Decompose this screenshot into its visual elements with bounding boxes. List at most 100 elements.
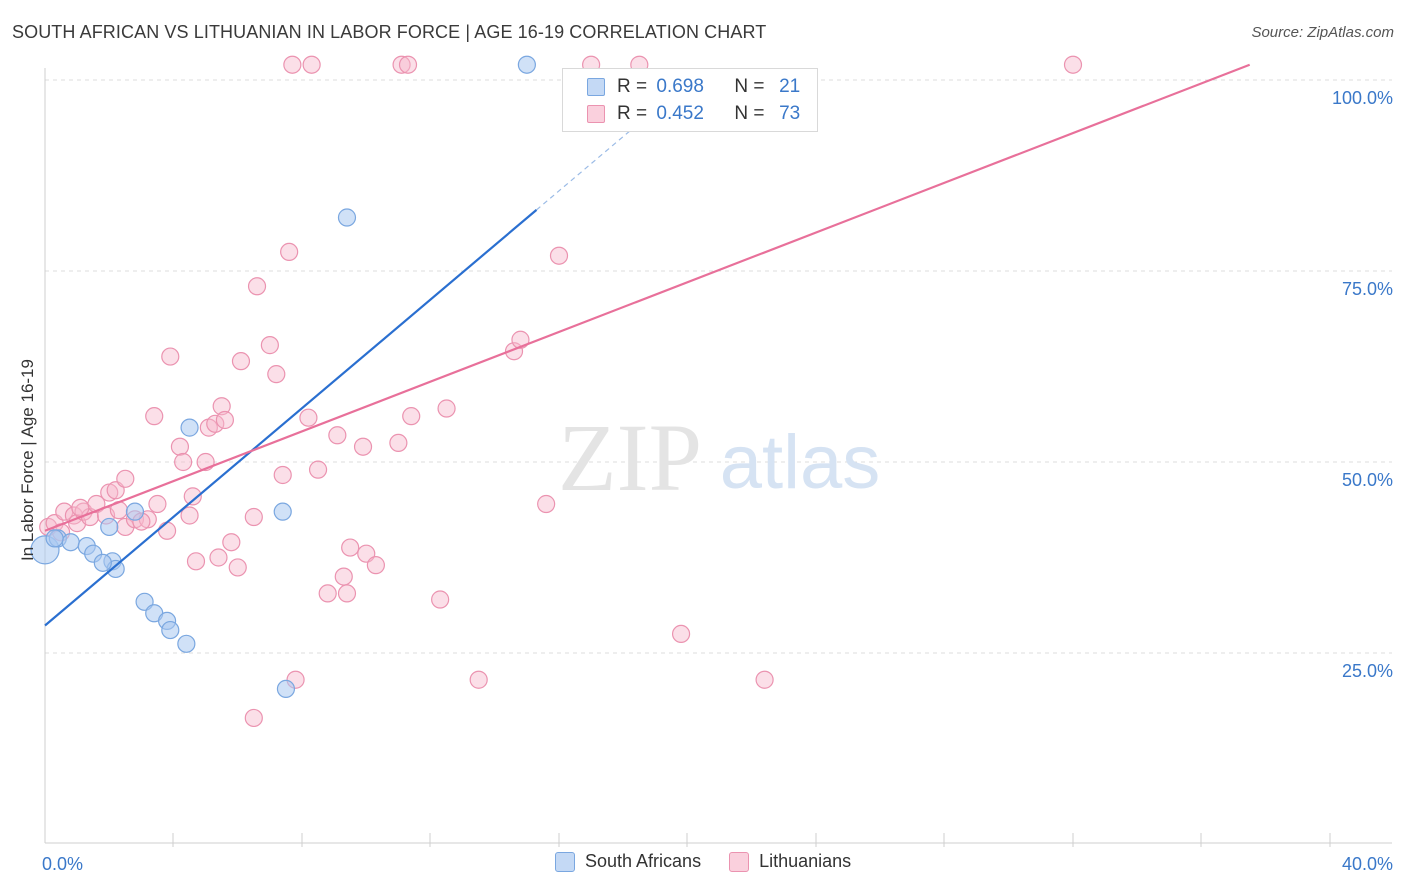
legend-n-value: 21: [779, 76, 801, 97]
lithuanian-point: [267, 365, 286, 384]
lithuanian-point: [402, 407, 421, 426]
lithuanian-point: [341, 538, 360, 557]
lithuanian-point: [283, 55, 302, 74]
correlation-legend: R = 0.698 N = 21 R = 0.452 N = 73: [562, 68, 818, 132]
y-tick-label: 25.0%: [1342, 661, 1393, 681]
lithuanian-point: [337, 584, 357, 603]
lithuanian-point: [183, 487, 202, 506]
axes: [44, 68, 1392, 847]
x-tick-label-min: 0.0%: [42, 854, 83, 874]
trend-lines: [44, 63, 1251, 627]
south-african-point: [180, 418, 199, 437]
lithuanian-point: [328, 426, 347, 445]
legend-label-south-africans: South Africans: [585, 851, 702, 871]
lithuanian-point: [212, 397, 231, 416]
lithuanian-point: [174, 452, 193, 472]
lithuanian-point: [353, 437, 373, 456]
south-african-point: [337, 208, 357, 227]
lithuanian-point: [1063, 55, 1083, 74]
south-african-point: [276, 679, 296, 699]
lithuanian-point: [366, 556, 385, 575]
legend-r-label: R =: [617, 103, 648, 124]
south-african-point: [161, 620, 180, 640]
watermark: ZIP atlas: [558, 404, 880, 511]
y-tick-label: 75.0%: [1342, 279, 1393, 299]
chart-title: SOUTH AFRICAN VS LITHUANIAN IN LABOR FOR…: [12, 22, 767, 42]
lithuanian-point: [389, 433, 408, 452]
lithuanian-point: [302, 55, 321, 74]
lithuanian-point: [299, 408, 318, 427]
y-tick-label: 100.0%: [1332, 88, 1393, 108]
lithuanian-point: [334, 567, 353, 586]
south-african-point: [100, 517, 119, 537]
x-tick-label-max: 40.0%: [1342, 854, 1393, 874]
lithuanian-point: [280, 242, 299, 261]
lithuanian-point: [186, 552, 206, 571]
legend-item-south-africans[interactable]: South Africans: [555, 851, 701, 872]
legend-r-label: R =: [617, 76, 648, 97]
lithuanian-point: [244, 507, 263, 527]
watermark-atlas: atlas: [720, 420, 881, 505]
south-african-point: [273, 502, 292, 521]
legend-swatch-pink: [587, 105, 605, 123]
lithuanian-point: [671, 624, 691, 644]
lithuanians-trend-line: [44, 63, 1251, 532]
tick-labels: 100.0% 75.0% 50.0% 25.0% 0.0% 40.0%: [42, 88, 1393, 874]
lithuanian-point: [161, 347, 180, 366]
lithuanian-point: [148, 494, 167, 514]
lithuanian-point: [260, 336, 279, 355]
legend-r-value: 0.452: [656, 103, 704, 124]
lithuanian-point: [145, 407, 164, 426]
lithuanian-point: [273, 465, 292, 485]
south-african-point: [93, 553, 112, 572]
lithuanian-point: [431, 590, 450, 609]
lithuanian-point: [206, 414, 225, 433]
legend-row-lithuanians: R = 0.452 N = 73: [587, 102, 800, 126]
south-african-point: [61, 533, 80, 552]
lithuanian-point: [222, 533, 241, 552]
lithuanian-point: [318, 584, 337, 603]
legend-n-label: N =: [734, 76, 765, 97]
lithuanian-point: [209, 548, 228, 567]
lithuanian-point: [231, 352, 251, 371]
lithuanian-point: [308, 460, 328, 479]
south-african-point: [125, 502, 145, 521]
lithuanian-point: [215, 410, 234, 430]
legend-n-label: N =: [734, 103, 765, 124]
legend-row-south-africans: R = 0.698 N = 21: [587, 75, 800, 99]
lithuanian-point: [228, 558, 247, 577]
source-label: Source: ZipAtlas.com: [1251, 24, 1394, 41]
south-africans-trend-extension: [536, 122, 640, 211]
watermark-zip: ZIP: [558, 404, 702, 511]
legend-swatch-blue: [587, 78, 605, 96]
south-africans-trend-line: [44, 209, 538, 627]
south-african-point: [517, 55, 536, 74]
legend-swatch-blue: [555, 851, 575, 872]
lithuanian-point: [116, 469, 135, 488]
y-tick-label: 50.0%: [1342, 470, 1393, 490]
lithuanian-point: [247, 277, 267, 296]
south-african-point: [177, 634, 196, 653]
south-african-point: [45, 529, 64, 548]
lithuanian-point: [398, 55, 418, 74]
lithuanian-point: [469, 670, 488, 689]
legend-swatch-pink: [729, 851, 750, 872]
lithuanian-point: [549, 246, 569, 265]
lithuanian-point: [244, 708, 263, 728]
legend-label-lithuanians: Lithuanians: [759, 851, 852, 871]
y-axis-label: In Labor Force | Age 16-19: [18, 359, 37, 561]
legend-r-value: 0.698: [656, 76, 704, 97]
lithuanian-point: [755, 670, 774, 689]
lithuanian-point: [170, 437, 190, 456]
legend-n-value: 73: [779, 103, 801, 124]
series-legend: South Africans Lithuanians: [555, 851, 879, 872]
lithuanian-point: [537, 494, 556, 514]
lithuanian-point: [180, 506, 199, 525]
lithuanian-point: [437, 399, 456, 418]
south-africans-points: [30, 55, 536, 699]
legend-item-lithuanians[interactable]: Lithuanians: [729, 851, 851, 872]
lithuanian-point: [392, 55, 411, 74]
lithuanians-points: [39, 55, 1083, 728]
lithuanian-point: [157, 521, 177, 540]
